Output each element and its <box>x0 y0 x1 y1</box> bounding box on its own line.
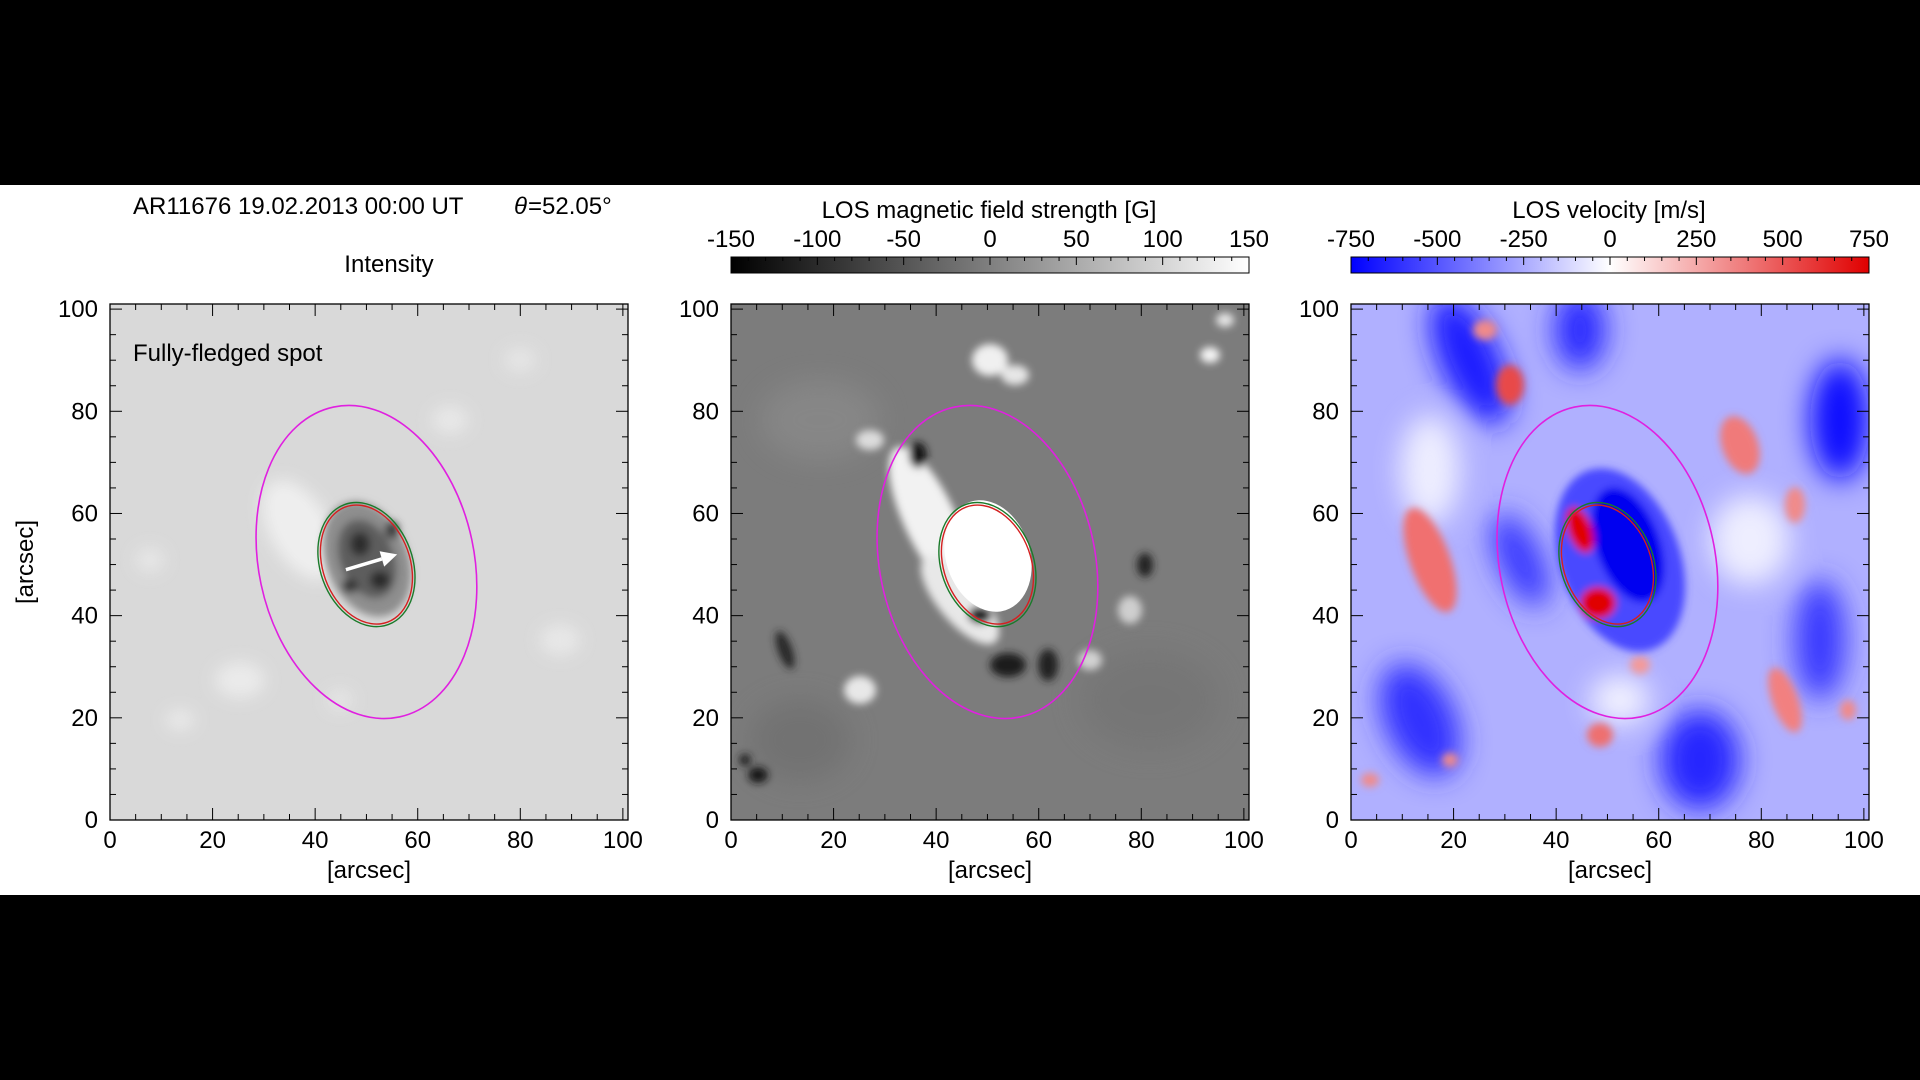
y-tick-label: 40 <box>1312 603 1339 630</box>
x-tick-label: 100 <box>603 827 643 854</box>
colorbar-tick-label: 250 <box>1676 226 1716 253</box>
velocity-axes: 0 20 40 60 80 100 0 20 40 60 80 100 <box>1299 296 1884 854</box>
x-tick-label: 20 <box>1440 827 1467 854</box>
y-tick-label: 0 <box>1326 807 1339 834</box>
colorbar-tick-label: 150 <box>1229 226 1269 253</box>
magnetic-contours <box>876 404 1099 720</box>
x-tick-label: 0 <box>1344 827 1357 854</box>
panel-intensity: Fully-fledged spot 0 20 40 60 80 100 0 20 40 60 80… <box>12 296 643 884</box>
y-tick-label: 20 <box>1312 705 1339 732</box>
contour-umbra-penumbra <box>940 504 1035 625</box>
colorbar-tick-label: -500 <box>1413 226 1461 253</box>
colorbar-tick-label: -250 <box>1500 226 1548 253</box>
x-tick-label: 0 <box>103 827 116 854</box>
y-tick-label: 20 <box>692 705 719 732</box>
velocity-contours <box>1496 404 1719 720</box>
velocity-xlabel: [arcsec] <box>1568 857 1652 884</box>
panel-magnetic: 0 20 40 60 80 100 0 20 40 60 80 100 [arcsec] <box>679 296 1264 884</box>
y-tick-label: 80 <box>71 398 98 425</box>
x-tick-label: 40 <box>302 827 329 854</box>
colorbar-tick-label: 0 <box>1603 226 1616 253</box>
contour-spot-boundary <box>938 501 1037 628</box>
header-info: AR11676 19.02.2013 00:00 UT <box>133 193 464 220</box>
velocity-frame <box>1350 303 1870 821</box>
colorbar-tick-label: 0 <box>983 226 996 253</box>
colorbar-tick-label: 50 <box>1063 226 1090 253</box>
magnetic-image <box>731 304 1249 820</box>
y-tick-label: 100 <box>58 296 98 323</box>
contour-outer <box>1496 404 1719 720</box>
x-tick-label: 20 <box>820 827 847 854</box>
panel-title-magnetic: LOS magnetic field strength [G] <box>822 197 1157 224</box>
velocity-image <box>1351 304 1869 820</box>
y-tick-label: 20 <box>71 705 98 732</box>
intensity-ylabel: [arcsec] <box>12 520 39 604</box>
intensity-contours <box>255 404 478 720</box>
y-tick-label: 60 <box>1312 500 1339 527</box>
colorbar-velocity-ticks: -750 -500 -250 0 250 500 750 <box>1327 226 1889 265</box>
x-tick-label: 60 <box>1025 827 1052 854</box>
x-tick-label: 60 <box>404 827 431 854</box>
x-tick-label: 80 <box>507 827 534 854</box>
x-tick-label: 80 <box>1748 827 1775 854</box>
magnetic-frame <box>730 303 1250 821</box>
colorbar-tick-label: -50 <box>886 226 921 253</box>
colorbar-tick-label: 750 <box>1849 226 1889 253</box>
contour-outer <box>876 404 1099 720</box>
x-tick-label: 40 <box>923 827 950 854</box>
contour-spot-boundary <box>317 501 416 628</box>
colorbar-tick-label: 500 <box>1763 226 1803 253</box>
y-tick-label: 60 <box>692 500 719 527</box>
y-tick-label: 40 <box>692 603 719 630</box>
magnetic-axes: 0 20 40 60 80 100 0 20 40 60 80 100 <box>679 296 1264 854</box>
y-tick-label: 0 <box>85 807 98 834</box>
y-tick-label: 80 <box>1312 398 1339 425</box>
flow-arrow <box>345 551 398 572</box>
panel-velocity: 0 20 40 60 80 100 0 20 40 60 80 100 [arcsec] <box>1299 296 1884 884</box>
annotation-label: Fully-fledged spot <box>133 340 323 367</box>
colorbar-tick-label: 100 <box>1143 226 1183 253</box>
x-tick-label: 100 <box>1224 827 1264 854</box>
y-tick-label: 100 <box>679 296 719 323</box>
colorbar-tick-label: -150 <box>707 226 755 253</box>
contour-outer <box>255 404 478 720</box>
colorbar-magnetic-ticks: -150 -100 -50 0 50 100 150 <box>707 226 1269 265</box>
y-tick-label: 100 <box>1299 296 1339 323</box>
y-tick-label: 0 <box>706 807 719 834</box>
intensity-axes: 0 20 40 60 80 100 0 20 40 60 80 100 <box>58 296 643 854</box>
x-tick-label: 60 <box>1645 827 1672 854</box>
x-tick-label: 80 <box>1128 827 1155 854</box>
x-tick-label: 0 <box>724 827 737 854</box>
panel-title-velocity: LOS velocity [m/s] <box>1512 197 1705 224</box>
header-theta-value: =52.05° <box>528 193 612 220</box>
colorbar-tick-label: -100 <box>793 226 841 253</box>
contour-umbra-penumbra <box>1560 504 1655 625</box>
intensity-xlabel: [arcsec] <box>327 857 411 884</box>
header-theta-symbol: θ <box>514 193 527 220</box>
intensity-frame <box>109 303 629 821</box>
colorbar-tick-label: -750 <box>1327 226 1375 253</box>
contour-spot-boundary <box>1558 501 1657 628</box>
x-tick-label: 100 <box>1844 827 1884 854</box>
magnetic-xlabel: [arcsec] <box>948 857 1032 884</box>
x-tick-label: 20 <box>199 827 226 854</box>
y-tick-label: 40 <box>71 603 98 630</box>
panel-title-intensity: Intensity <box>344 251 433 278</box>
y-tick-label: 80 <box>692 398 719 425</box>
contour-umbra-penumbra <box>319 504 414 625</box>
y-tick-label: 60 <box>71 500 98 527</box>
x-tick-label: 40 <box>1543 827 1570 854</box>
